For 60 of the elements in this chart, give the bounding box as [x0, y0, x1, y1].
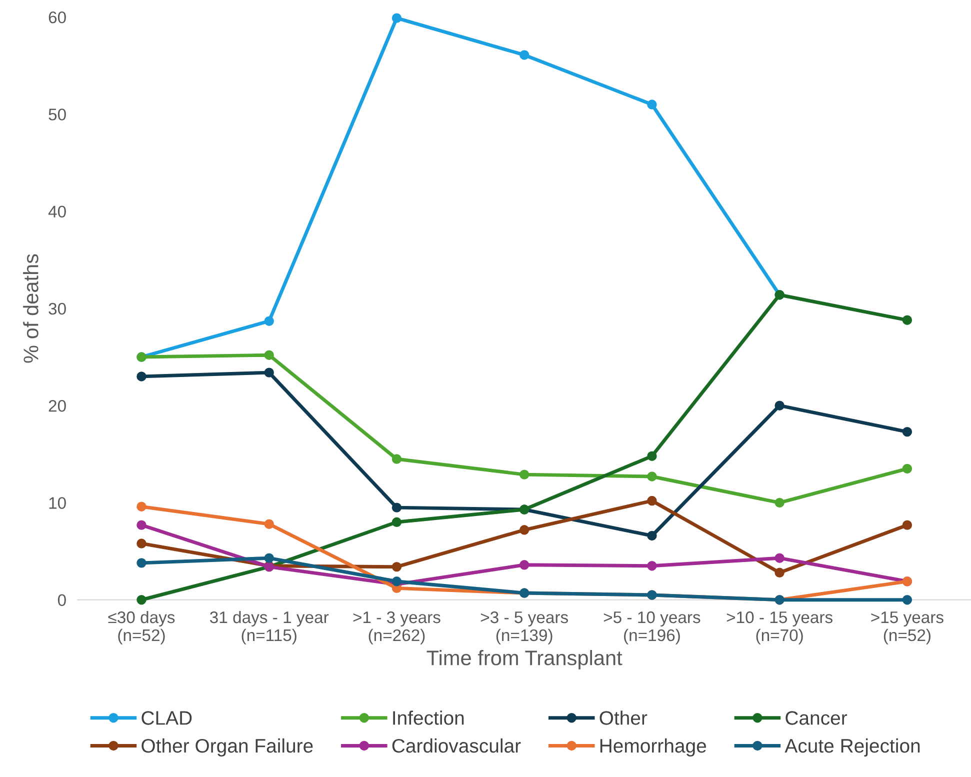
point — [902, 464, 912, 474]
point — [647, 100, 657, 110]
y-tick-label: 30 — [48, 302, 66, 315]
point — [774, 568, 784, 578]
legend-label: Other Organ Failure — [142, 738, 313, 757]
point — [647, 472, 657, 482]
point — [647, 560, 657, 571]
point — [647, 496, 657, 506]
point — [264, 553, 274, 563]
point — [392, 502, 402, 512]
point — [264, 519, 274, 529]
point — [519, 50, 530, 60]
point — [647, 530, 657, 541]
point — [136, 594, 146, 605]
x-axis-title: Time from Transplant — [426, 650, 622, 670]
x-tick-label: >3 - 5 years (n=139) — [480, 611, 568, 644]
point — [519, 525, 530, 535]
point — [519, 470, 530, 480]
point — [392, 454, 402, 464]
x-tick-label: >1 - 3 years (n=262) — [353, 611, 440, 644]
point — [392, 517, 402, 528]
y-tick-label: 60 — [48, 11, 66, 24]
point — [392, 576, 402, 586]
point — [902, 426, 912, 437]
y-axis-title: % of deaths — [23, 254, 38, 363]
y-tick-label: 50 — [48, 108, 66, 120]
x-tick-label: 31 days - 1 year (n=115) — [210, 610, 329, 644]
point — [264, 368, 274, 378]
legend-label: Infection — [393, 710, 464, 725]
y-tick-label: 10 — [49, 497, 66, 509]
x-tick-label: >10 - 15 years (n=70) — [726, 611, 832, 644]
y-tick-label: 20 — [48, 400, 66, 412]
point — [264, 316, 274, 326]
legend-label: Cardiovascular — [392, 738, 521, 753]
legend-label: Hemorrhage — [600, 738, 706, 757]
legend-label: CLAD — [142, 711, 192, 725]
point — [902, 594, 912, 605]
point — [264, 350, 274, 360]
point — [392, 13, 402, 23]
point — [519, 560, 530, 570]
point — [902, 520, 912, 530]
point — [136, 520, 146, 530]
point — [647, 451, 657, 461]
point — [392, 562, 402, 572]
point — [774, 498, 784, 508]
x-tick-label: >15 years (n=52) — [871, 612, 944, 644]
point — [136, 502, 146, 512]
point — [136, 538, 146, 548]
y-tick-label: 40 — [48, 206, 66, 218]
x-tick-label: ≤30 days (n=52) — [108, 610, 175, 644]
point — [902, 315, 912, 325]
legend-label: Acute Rejection — [784, 738, 920, 757]
legend-label: Other — [600, 710, 648, 725]
point — [774, 400, 784, 410]
y-tick-label: 0 — [58, 594, 66, 606]
point — [136, 558, 146, 568]
legend-label: Cancer — [786, 711, 848, 725]
x-tick-label: >5 - 10 years (n=196) — [604, 611, 700, 644]
point — [774, 553, 784, 563]
point — [136, 372, 146, 382]
